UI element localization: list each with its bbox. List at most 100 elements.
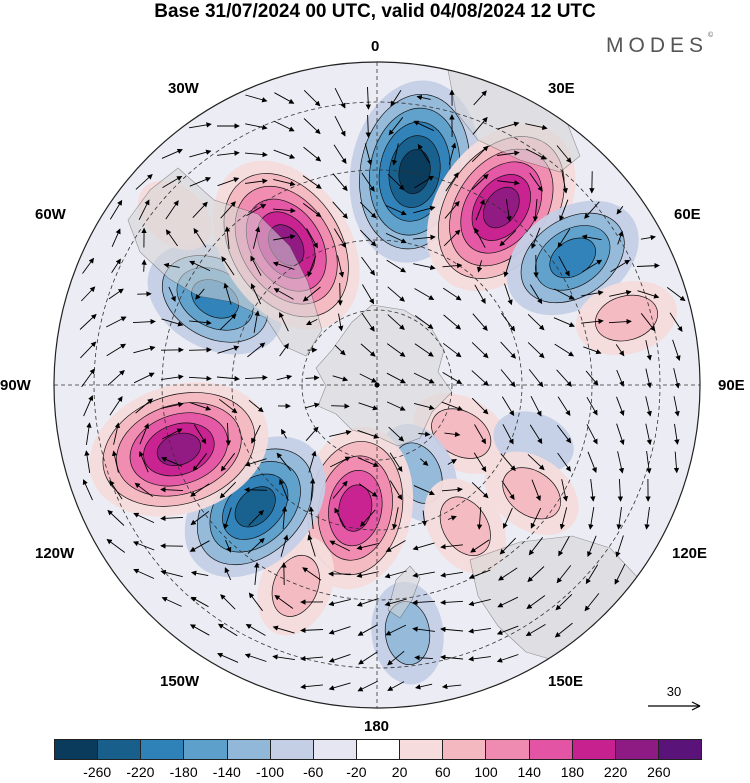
colorbar-swatch <box>658 740 702 759</box>
wind-vector <box>305 318 318 326</box>
wind-vector <box>161 428 183 440</box>
wind-vector <box>357 429 380 439</box>
contour-line <box>460 161 543 254</box>
wind-vector <box>248 592 263 612</box>
contour-line <box>143 422 215 477</box>
wind-vector <box>162 175 183 188</box>
wind-vectors <box>79 86 686 692</box>
wind-vector <box>134 482 153 498</box>
wind-vector <box>188 375 212 382</box>
wind-vector <box>497 121 520 130</box>
wind-vector <box>334 344 346 356</box>
wind-vector <box>414 288 435 300</box>
lon-label-120w: 120W <box>35 545 75 562</box>
colorbar-swatch <box>400 740 444 759</box>
contour-line <box>156 432 201 467</box>
colorbar-tick-label: 20 <box>391 764 408 780</box>
wind-vector <box>581 234 602 241</box>
wind-vector <box>614 563 626 585</box>
colorbar-tick-label: 180 <box>560 764 585 780</box>
wind-vector <box>302 567 322 581</box>
wind-vector <box>356 542 379 551</box>
wind-vector <box>389 480 403 501</box>
reference-vector-label: 30 <box>666 684 682 699</box>
wind-vector <box>530 395 542 417</box>
wind-vector <box>388 117 404 136</box>
wind-vector <box>387 650 405 666</box>
wind-vector <box>590 479 596 502</box>
wind-vector <box>443 314 462 330</box>
wind-vector <box>252 226 261 249</box>
wind-vector <box>305 426 319 441</box>
wind-vector <box>527 342 545 359</box>
wind-vector <box>441 486 463 493</box>
wind-vector <box>556 565 572 584</box>
wind-vector <box>303 146 322 162</box>
positive-anomaly-contour <box>431 408 491 459</box>
wind-vector <box>245 123 268 130</box>
wind-vector <box>609 289 632 297</box>
wind-vector <box>526 595 546 610</box>
wind-vector <box>525 624 546 637</box>
wind-vector <box>111 258 121 274</box>
wind-vector <box>303 118 321 135</box>
wind-vector <box>501 312 516 332</box>
lon-label-150e: 150E <box>548 673 584 690</box>
wind-vector <box>338 313 344 332</box>
wind-vector <box>441 683 462 690</box>
wind-vector <box>390 90 402 107</box>
wind-vector <box>442 342 462 358</box>
wind-vector <box>414 175 435 189</box>
wind-vector <box>532 198 539 222</box>
wind-vector <box>307 255 317 278</box>
wind-vector <box>386 401 406 411</box>
wind-vector <box>440 654 464 661</box>
wind-vector <box>225 422 232 446</box>
wind-vector <box>414 655 433 661</box>
wind-vector <box>498 567 518 581</box>
wind-vector <box>412 542 435 551</box>
wind-vector <box>531 227 541 250</box>
lon-label-90e: 90E <box>718 377 745 394</box>
wind-vector <box>496 625 519 635</box>
wind-vector <box>79 313 97 330</box>
wind-vector <box>500 369 516 388</box>
wind-vector <box>109 396 123 416</box>
wind-vector <box>413 263 436 271</box>
wind-vector <box>272 654 295 661</box>
wind-vector <box>525 123 548 131</box>
colorbar-tick-label: 60 <box>435 764 451 780</box>
wind-vector <box>559 507 568 530</box>
south-pole-marker <box>374 382 380 388</box>
wind-vector <box>470 539 490 553</box>
wind-vector <box>636 263 660 269</box>
wind-vector <box>109 480 123 500</box>
wind-vector <box>281 506 288 530</box>
wind-vector <box>189 260 211 272</box>
wind-vector <box>332 375 349 382</box>
wind-vector <box>448 142 457 165</box>
wind-vector <box>308 450 317 473</box>
colorbar-tick-label: -20 <box>346 764 367 780</box>
colorbar-swatch <box>443 740 487 759</box>
wind-vector <box>674 423 680 445</box>
contour-line <box>338 484 373 532</box>
wind-vector <box>224 567 232 581</box>
wind-vector <box>357 457 379 468</box>
wind-vector <box>610 259 631 273</box>
wind-vector <box>497 180 520 186</box>
wind-vector <box>529 172 543 192</box>
wind-vector <box>617 451 625 474</box>
colorbar-tick-label: 140 <box>517 764 541 780</box>
new-zealand <box>387 565 421 619</box>
wind-vector <box>361 256 376 276</box>
wind-vector <box>106 538 126 553</box>
contour-line <box>102 392 256 507</box>
wind-vector <box>281 428 287 439</box>
wind-vector <box>443 229 461 247</box>
wind-vector <box>331 403 350 409</box>
wind-vector <box>84 450 91 473</box>
wind-vector <box>217 623 238 637</box>
wind-vector <box>189 319 212 326</box>
wind-vector <box>250 255 262 276</box>
